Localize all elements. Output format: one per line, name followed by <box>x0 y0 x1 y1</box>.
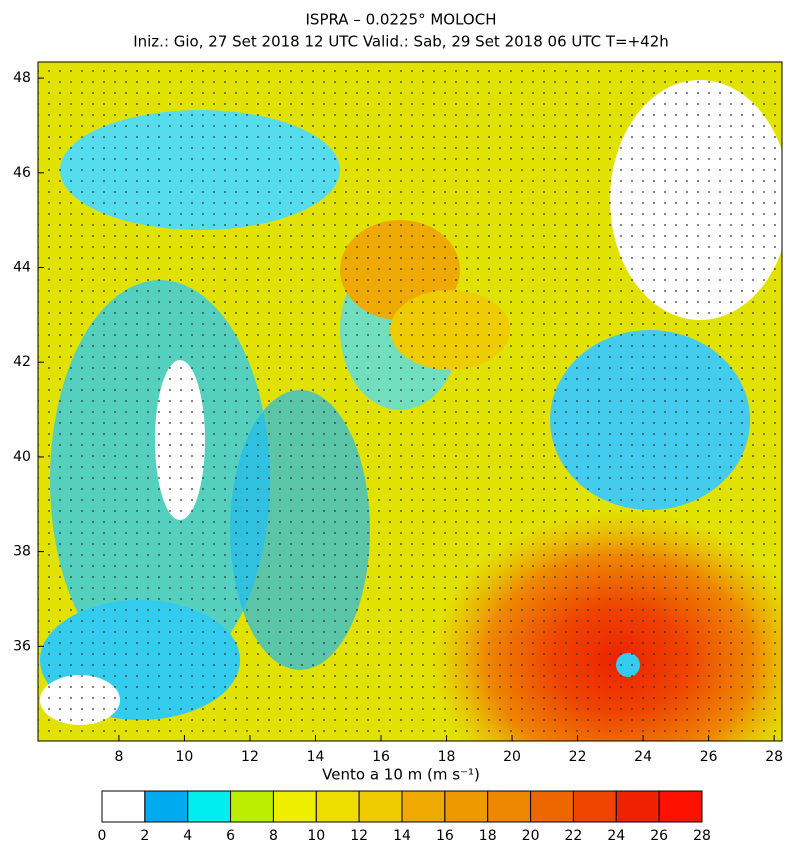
lon-tick-label: 26 <box>700 749 718 765</box>
colorbar-tick-label: 8 <box>269 828 278 844</box>
colorbar-box <box>530 790 574 823</box>
colorbar-tick-label: 6 <box>226 828 235 844</box>
lat-tick-label: 48 <box>13 70 31 86</box>
colorbar-tick-label: 20 <box>522 828 540 844</box>
colorbar-tick-label: 0 <box>98 828 107 844</box>
lon-tick-label: 22 <box>569 749 587 765</box>
lon-tick-label: 12 <box>241 749 259 765</box>
lon-tick-label: 14 <box>307 749 325 765</box>
colorbar-box <box>144 790 189 823</box>
colorbar-tick-label: 22 <box>565 828 583 844</box>
lon-tick-label: 18 <box>438 749 456 765</box>
colorbar-box <box>444 790 489 823</box>
colorbar-label: Vento a 10 m (m s⁻¹) <box>322 766 480 784</box>
colorbar-box <box>315 790 360 823</box>
lat-tick-label: 38 <box>13 544 31 560</box>
colorbar-box <box>101 790 146 823</box>
wind-field <box>38 62 782 741</box>
lon-tick-label: 10 <box>176 749 194 765</box>
colorbar-tick-label: 10 <box>307 828 325 844</box>
lon-tick-label: 20 <box>503 749 521 765</box>
lat-tick-label: 36 <box>13 638 31 654</box>
colorbar-box <box>572 790 617 823</box>
title: ISPRA – 0.0225° MOLOCH <box>306 11 497 29</box>
colorbar-tick-label: 2 <box>140 828 149 844</box>
colorbar-box <box>358 790 403 823</box>
lat-tick-label: 42 <box>13 354 31 370</box>
lon-tick-label: 16 <box>372 749 390 765</box>
lon-tick-label: 24 <box>634 749 652 765</box>
map-frame <box>37 61 783 742</box>
colorbar-box <box>658 790 703 823</box>
colorbar-tick-label: 14 <box>393 828 411 844</box>
colorbar-box <box>272 790 317 823</box>
colorbar-tick-label: 16 <box>436 828 454 844</box>
colorbar-tick-label: 26 <box>650 828 668 844</box>
colorbar-tick-label: 24 <box>607 828 625 844</box>
colorbar-tick-label: 12 <box>350 828 368 844</box>
lon-tick-label: 8 <box>114 749 123 765</box>
lat-tick-label: 44 <box>13 259 31 275</box>
colorbar-tick-label: 4 <box>183 828 192 844</box>
colorbar-tick-label: 28 <box>693 828 711 844</box>
lon-tick-label: 28 <box>765 749 783 765</box>
colorbar-box <box>401 790 446 823</box>
lat-tick-label: 40 <box>13 449 31 465</box>
subtitle: Iniz.: Gio, 27 Set 2018 12 UTC Valid.: S… <box>133 33 669 51</box>
colorbar-box <box>187 790 232 823</box>
colorbar-box <box>487 790 532 823</box>
lat-tick-label: 46 <box>13 165 31 181</box>
colorbar-tick-label: 18 <box>479 828 497 844</box>
colorbar-box <box>615 790 660 823</box>
colorbar-box <box>230 790 274 823</box>
